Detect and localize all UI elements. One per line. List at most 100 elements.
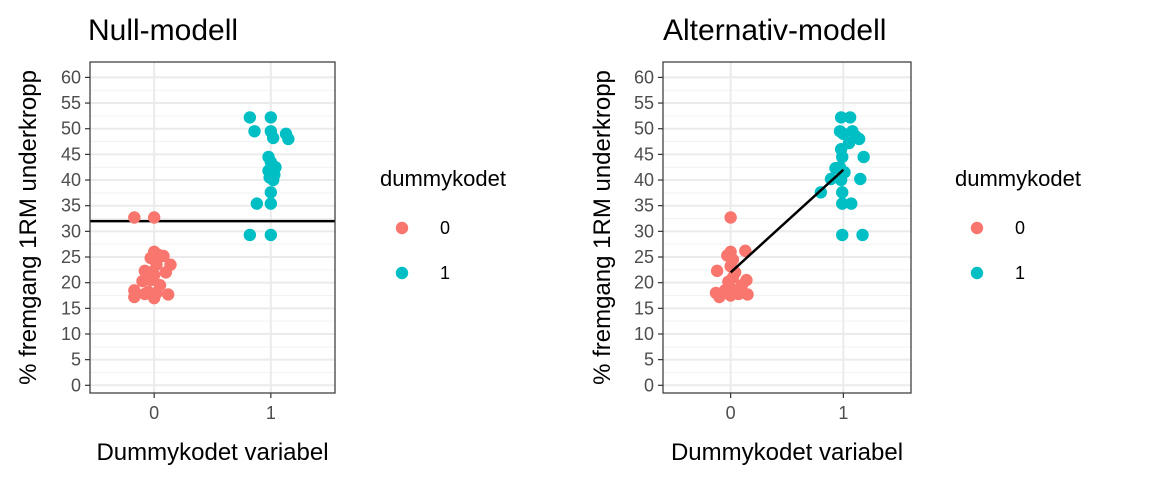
y-axis: 0 5 10 15 20 25 30 35 40 45 50 55 60 (61, 67, 90, 395)
null-model-plot: 0 5 10 15 20 25 30 35 40 45 50 55 60 0 1 Null-modell Dum… (15, 14, 506, 466)
y-tick-label: 0 (644, 375, 654, 395)
y-tick-label: 15 (61, 298, 81, 318)
data-point (710, 264, 724, 278)
y-tick-label: 20 (634, 273, 654, 293)
series-group-1 (243, 111, 295, 242)
data-point (713, 290, 726, 304)
legend-label: 1 (1015, 263, 1025, 283)
data-point (266, 131, 280, 145)
series-group-0 (128, 211, 177, 305)
y-tick-label: 10 (61, 324, 81, 344)
y-tick-label: 40 (61, 170, 81, 190)
y-tick-label: 55 (61, 93, 81, 113)
data-point (834, 173, 848, 187)
data-point (843, 111, 857, 124)
series-group-0 (709, 211, 754, 304)
y-tick-label: 60 (61, 67, 81, 87)
data-point (264, 197, 278, 210)
y-tick-label: 5 (644, 350, 654, 370)
y-tick-label: 50 (61, 119, 81, 139)
data-point (264, 186, 278, 199)
legend: dummykodet 0 1 (380, 166, 506, 283)
data-point (834, 111, 848, 124)
x-tick-label: 1 (838, 403, 848, 423)
data-point (836, 228, 849, 242)
plot-panel (663, 62, 911, 393)
chart-title: Alternativ-modell (663, 14, 886, 47)
legend: dummykodet 0 1 (955, 166, 1081, 283)
data-point (857, 150, 870, 164)
x-axis-title: Dummykodet variabel (96, 439, 328, 466)
data-point (824, 172, 838, 186)
legend-key (395, 221, 409, 235)
panel-border (89, 61, 336, 394)
data-point (836, 150, 849, 164)
y-tick-label: 30 (634, 221, 654, 241)
y-tick-label: 25 (61, 247, 81, 267)
legend-label: 1 (440, 263, 450, 283)
y-tick-label: 30 (61, 221, 81, 241)
data-point (856, 228, 869, 242)
series-group-1 (814, 111, 870, 242)
legend-title: dummykodet (955, 166, 1081, 191)
y-tick-label: 0 (71, 375, 81, 395)
data-point (732, 287, 745, 301)
data-point (250, 197, 264, 210)
data-point (264, 111, 278, 124)
y-tick-label: 35 (634, 196, 654, 216)
legend-key (970, 221, 984, 235)
y-tick-label: 5 (71, 350, 81, 370)
data-point (248, 125, 261, 138)
x-tick-label: 1 (266, 403, 276, 423)
legend-key (970, 266, 984, 280)
data-point (147, 211, 161, 224)
y-axis: 0 5 10 15 20 25 30 35 40 45 50 55 60 (634, 67, 663, 395)
y-tick-label: 35 (61, 196, 81, 216)
data-point (282, 132, 295, 146)
y-axis-title: % fremgang 1RM underkropp (15, 70, 42, 385)
y-tick-label: 55 (634, 93, 654, 113)
data-point (138, 287, 152, 301)
legend-title: dummykodet (380, 166, 506, 191)
data-point (724, 211, 737, 224)
y-tick-label: 45 (634, 144, 654, 164)
data-point (739, 244, 752, 258)
legend-key (395, 266, 409, 280)
data-point (814, 186, 828, 199)
gridlines (90, 62, 335, 393)
x-axis-title: Dummykodet variabel (671, 439, 903, 466)
data-point (836, 186, 849, 199)
data-point (136, 274, 149, 288)
y-tick-label: 60 (634, 67, 654, 87)
data-point (845, 197, 858, 210)
data-point (266, 173, 280, 187)
data-point (264, 228, 278, 242)
y-tick-label: 25 (634, 247, 654, 267)
y-tick-label: 50 (634, 119, 654, 139)
legend-label: 0 (440, 218, 450, 238)
legend-label: 0 (1015, 218, 1025, 238)
y-tick-label: 40 (634, 170, 654, 190)
regression-line (729, 168, 845, 274)
y-tick-label: 20 (61, 273, 81, 293)
data-point (128, 211, 141, 224)
data-point (147, 291, 161, 305)
chart-title: Null-modell (88, 14, 238, 47)
plot-panel (90, 62, 335, 393)
y-tick-label: 10 (634, 324, 654, 344)
data-point (243, 111, 257, 124)
data-point (243, 228, 257, 242)
panel-border (662, 61, 912, 394)
data-point (161, 288, 175, 301)
data-point (157, 249, 170, 263)
gridlines (663, 62, 911, 393)
data-point (128, 290, 141, 304)
y-tick-label: 45 (61, 144, 81, 164)
data-point (852, 132, 866, 146)
y-tick-label: 15 (634, 298, 654, 318)
data-point (836, 197, 849, 210)
